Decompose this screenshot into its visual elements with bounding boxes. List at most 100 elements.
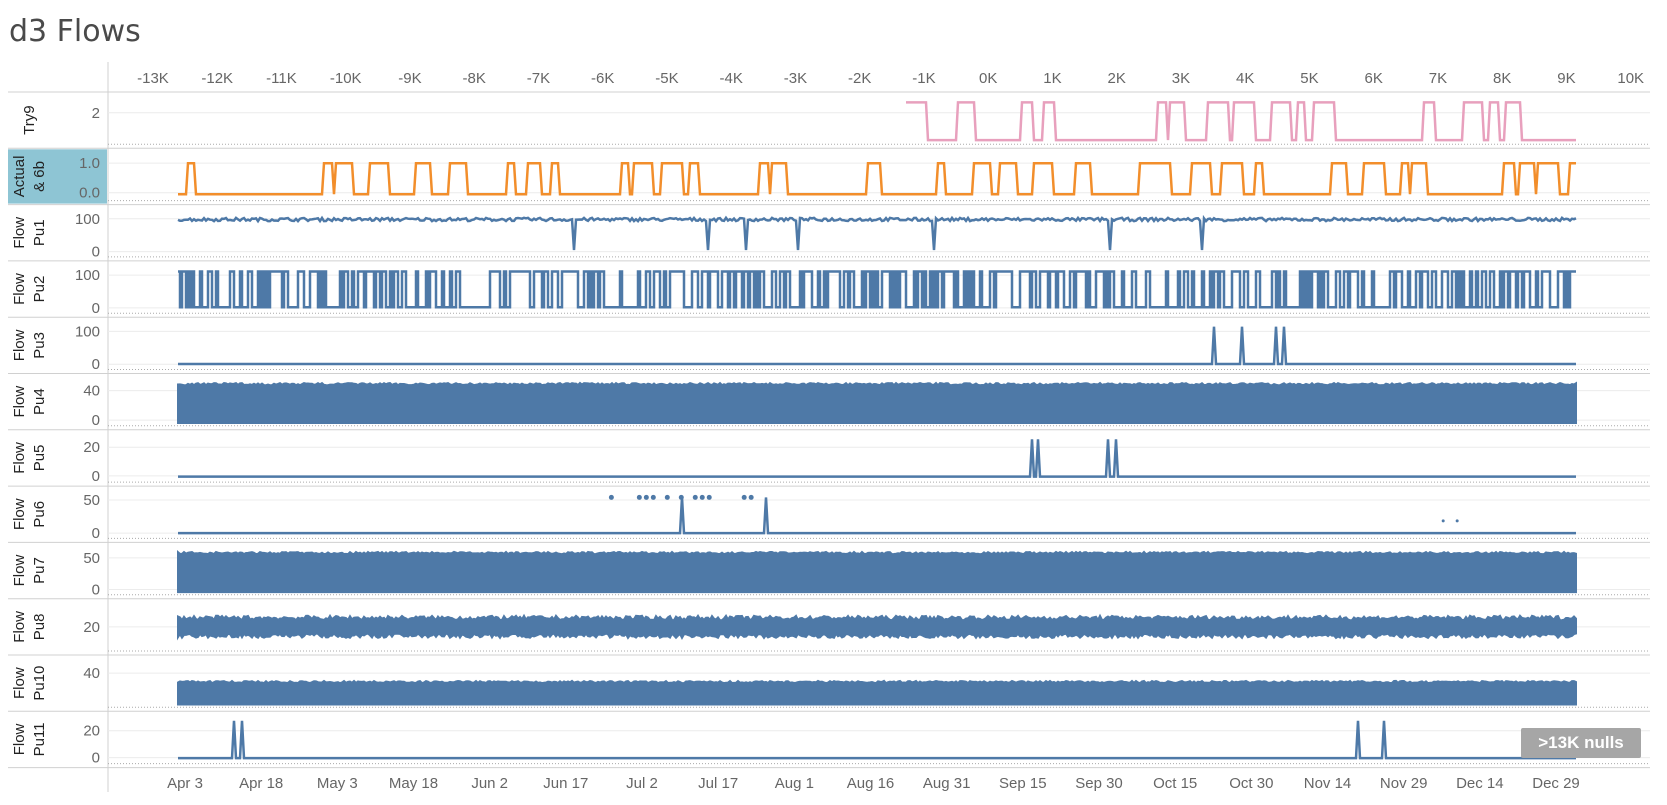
y-tick-label: 0	[92, 750, 100, 767]
bottom-tick-label: Dec 29	[1532, 775, 1580, 792]
series-line[interactable]	[177, 214, 1577, 251]
row-label-highlight	[8, 149, 107, 204]
top-tick-label: 7K	[1429, 70, 1447, 87]
row-label: Flow	[11, 555, 28, 587]
y-tick-label: 40	[83, 665, 100, 682]
row-label: Pu8	[31, 613, 48, 640]
y-tick-label: 0	[92, 468, 100, 485]
bottom-tick-label: Nov 14	[1304, 775, 1352, 792]
row-label: Flow	[11, 273, 28, 305]
data-point[interactable]	[664, 494, 670, 500]
y-tick-label: 100	[75, 267, 100, 284]
top-tick-label: 5K	[1300, 70, 1318, 87]
top-tick-label: -7K	[527, 70, 550, 87]
row-label: Pu10	[31, 666, 48, 701]
row-label: Pu5	[31, 445, 48, 472]
data-point[interactable]	[608, 494, 614, 500]
row-label: Pu11	[31, 722, 48, 756]
bottom-tick-label: Jul 17	[698, 775, 738, 792]
series-line[interactable]	[178, 270, 1576, 309]
bottom-tick-label: Oct 30	[1229, 775, 1273, 792]
row-label: Flow	[11, 611, 28, 643]
top-tick-label: -3K	[784, 70, 807, 87]
bottom-tick-label: Aug 31	[923, 775, 971, 792]
y-tick-label: 0	[92, 300, 100, 317]
bottom-tick-label: Sep 30	[1075, 775, 1123, 792]
data-point[interactable]	[1455, 519, 1459, 523]
row-flow-pu2: Flow Pu2 100 0	[8, 267, 1650, 318]
row-label: Pu7	[31, 557, 48, 584]
series-line[interactable]	[178, 161, 1576, 196]
y-tick-label: 20	[83, 723, 100, 740]
row-label: & 6b	[31, 161, 48, 192]
series-line[interactable]	[177, 381, 1577, 425]
top-tick-label: -1K	[912, 70, 935, 87]
y-tick-label: 0	[92, 244, 100, 261]
series-line[interactable]	[177, 679, 1577, 706]
top-tick-label: -4K	[720, 70, 743, 87]
top-tick-label: 8K	[1493, 70, 1511, 87]
data-point[interactable]	[650, 494, 656, 500]
top-tick-label: -12K	[201, 70, 233, 87]
top-axis: -13K -12K -11K -10K -9K -8K -7K -6K -5K -4K -3K -2K…	[137, 70, 1644, 87]
row-flow-pu8: Flow Pu8 20	[8, 611, 1650, 656]
row-label: Flow	[11, 498, 28, 530]
row-flow-pu4: Flow Pu4 40 0	[8, 381, 1650, 431]
top-tick-label: -2K	[848, 70, 871, 87]
y-tick-label: 20	[83, 439, 100, 456]
series-line[interactable]	[177, 550, 1577, 594]
row-label: Pu2	[31, 276, 48, 303]
row-flow-pu10: Flow Pu10 40	[8, 665, 1650, 712]
series-line[interactable]	[178, 720, 1576, 760]
bottom-tick-label: Dec 14	[1456, 775, 1504, 792]
row-flow-pu3: Flow Pu3 100 0	[8, 323, 1650, 374]
data-point[interactable]	[643, 494, 649, 500]
row-label: Flow	[11, 442, 28, 474]
series-line[interactable]	[906, 101, 1576, 142]
y-tick-label: 100	[75, 211, 100, 228]
bottom-tick-label: Oct 15	[1153, 775, 1197, 792]
row-label: Flow	[11, 723, 28, 755]
bottom-tick-label: May 18	[389, 775, 438, 792]
y-tick-label: 2	[92, 105, 100, 122]
bottom-axis: Apr 3 Apr 18 May 3 May 18 Jun 2 Jun 17 Jul 2 Ju…	[167, 775, 1580, 792]
data-point[interactable]	[699, 494, 705, 500]
row-flow-pu5: Flow Pu5 20 0	[8, 439, 1650, 487]
y-tick-label: 0	[92, 412, 100, 429]
data-point[interactable]	[636, 494, 642, 500]
data-point[interactable]	[748, 494, 754, 500]
row-label: Pu1	[31, 219, 48, 246]
y-tick-label: 0.0	[79, 185, 100, 202]
bottom-tick-label: Aug 16	[847, 775, 895, 792]
row-label: Pu3	[31, 332, 48, 359]
series-line[interactable]	[178, 326, 1576, 366]
y-tick-label: 100	[75, 323, 100, 340]
top-tick-label: 4K	[1236, 70, 1254, 87]
row-label: Flow	[11, 386, 28, 418]
top-tick-label: -8K	[463, 70, 486, 87]
data-point[interactable]	[678, 494, 684, 500]
series-line[interactable]	[177, 613, 1577, 641]
y-tick-label: 50	[83, 492, 100, 509]
nulls-badge[interactable]: >13K nulls	[1521, 728, 1641, 758]
top-tick-label: -5K	[655, 70, 678, 87]
top-tick-label: -9K	[398, 70, 421, 87]
bottom-tick-label: Jun 17	[543, 775, 588, 792]
bottom-tick-label: Jul 2	[626, 775, 658, 792]
row-label: Flow	[11, 217, 28, 249]
y-tick-label: 20	[83, 619, 100, 636]
y-tick-label: 1.0	[79, 155, 100, 172]
row-label: Flow	[11, 667, 28, 699]
top-tick-label: -10K	[330, 70, 362, 87]
y-tick-label: 0	[92, 582, 100, 599]
bottom-tick-label: Apr 18	[239, 775, 283, 792]
top-tick-label: -13K	[137, 70, 169, 87]
top-tick-label: 6K	[1365, 70, 1383, 87]
data-point[interactable]	[706, 494, 712, 500]
series-line[interactable]	[178, 497, 1576, 535]
data-point[interactable]	[692, 494, 698, 500]
data-point[interactable]	[741, 494, 747, 500]
data-point[interactable]	[1441, 519, 1445, 523]
series-line[interactable]	[178, 439, 1576, 478]
